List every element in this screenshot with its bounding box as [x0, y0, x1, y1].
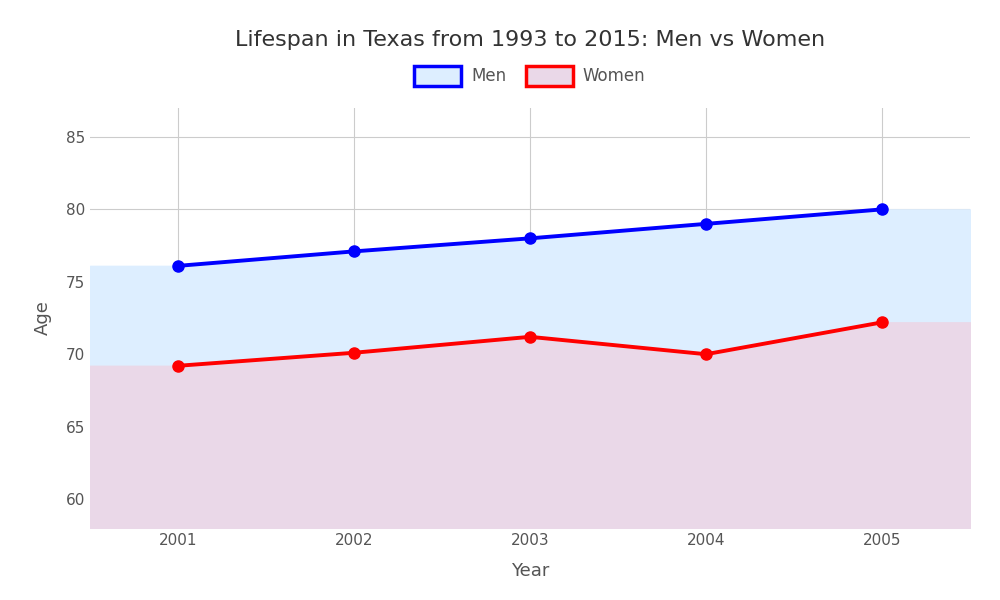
- Title: Lifespan in Texas from 1993 to 2015: Men vs Women: Lifespan in Texas from 1993 to 2015: Men…: [235, 29, 825, 49]
- X-axis label: Year: Year: [511, 562, 549, 580]
- Legend: Men, Women: Men, Women: [408, 59, 652, 92]
- Y-axis label: Age: Age: [34, 301, 52, 335]
